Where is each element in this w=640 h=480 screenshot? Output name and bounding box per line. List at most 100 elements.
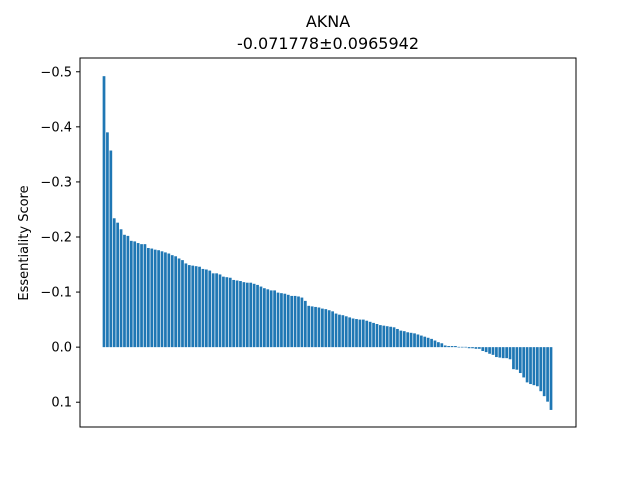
bar xyxy=(457,346,461,348)
bar xyxy=(245,282,249,348)
bar xyxy=(119,229,123,348)
bar xyxy=(225,277,229,348)
bar xyxy=(290,295,294,348)
bar xyxy=(327,310,331,348)
bar xyxy=(361,319,365,348)
bar xyxy=(112,218,116,348)
bar xyxy=(307,305,311,348)
bar xyxy=(447,346,450,348)
bar xyxy=(372,322,375,348)
bar xyxy=(266,289,270,348)
bar xyxy=(365,320,369,348)
bar xyxy=(205,269,208,348)
bar xyxy=(501,347,505,359)
bar xyxy=(280,293,283,348)
y-axis-label: Essentiality Score xyxy=(17,185,32,300)
bar xyxy=(331,311,334,348)
bar xyxy=(512,347,515,370)
bar xyxy=(160,251,164,348)
bar xyxy=(153,249,157,348)
bar xyxy=(546,347,549,402)
bar xyxy=(484,347,488,353)
bar xyxy=(454,346,457,348)
bar xyxy=(273,290,276,348)
bar xyxy=(222,276,225,348)
bar xyxy=(106,132,109,348)
bar xyxy=(133,241,137,348)
bar xyxy=(164,252,167,348)
bar xyxy=(426,337,430,348)
bar xyxy=(150,248,154,348)
bar xyxy=(126,235,130,348)
bar xyxy=(314,306,317,348)
bar xyxy=(324,309,328,348)
bar xyxy=(297,296,300,348)
bar xyxy=(194,266,198,348)
bar xyxy=(396,328,399,348)
bar xyxy=(116,222,120,348)
bar xyxy=(300,297,304,348)
bar xyxy=(375,324,379,348)
bar xyxy=(252,283,256,348)
bar xyxy=(239,281,242,348)
bar xyxy=(334,313,338,348)
bar xyxy=(498,347,502,358)
bar xyxy=(549,347,553,410)
bar xyxy=(109,150,113,348)
bar xyxy=(443,345,447,348)
bar xyxy=(542,347,546,397)
bar xyxy=(348,317,352,348)
bar xyxy=(495,347,498,358)
y-tick-label: −0.1 xyxy=(40,286,72,301)
bar xyxy=(477,347,481,349)
bar xyxy=(450,346,454,348)
y-tick-label: 0.1 xyxy=(51,396,72,411)
bar xyxy=(184,263,188,348)
bar xyxy=(191,265,195,348)
bars-group xyxy=(102,76,553,410)
chart-title: AKNA xyxy=(306,12,350,31)
bar xyxy=(481,347,485,351)
bar xyxy=(198,266,201,348)
bar xyxy=(505,347,509,359)
bar xyxy=(525,347,529,383)
bar xyxy=(433,340,437,348)
bar xyxy=(232,279,236,348)
bar xyxy=(286,294,290,348)
bar xyxy=(102,76,106,348)
bar xyxy=(535,347,539,387)
bar xyxy=(215,273,218,348)
bar xyxy=(263,288,266,348)
bar xyxy=(317,307,321,348)
bar xyxy=(368,321,372,348)
bar xyxy=(355,319,358,348)
bar xyxy=(146,248,150,348)
bar xyxy=(211,273,215,348)
bar xyxy=(259,286,263,348)
bar xyxy=(157,250,160,348)
bar xyxy=(201,268,205,348)
bar xyxy=(522,347,526,378)
bar xyxy=(338,314,341,348)
bar xyxy=(467,347,471,349)
bar xyxy=(416,334,420,348)
bar xyxy=(437,342,440,348)
bar xyxy=(269,290,273,348)
bar xyxy=(123,234,126,348)
bar xyxy=(474,347,478,349)
bar xyxy=(389,326,392,348)
bar xyxy=(532,347,536,386)
bar xyxy=(529,347,532,385)
bar xyxy=(143,244,147,348)
bar xyxy=(235,280,239,348)
bar xyxy=(140,244,143,348)
bar xyxy=(170,255,174,348)
bar xyxy=(256,284,259,348)
bar xyxy=(218,274,222,348)
bar xyxy=(208,270,212,348)
bar xyxy=(406,332,410,348)
bar xyxy=(129,240,133,348)
